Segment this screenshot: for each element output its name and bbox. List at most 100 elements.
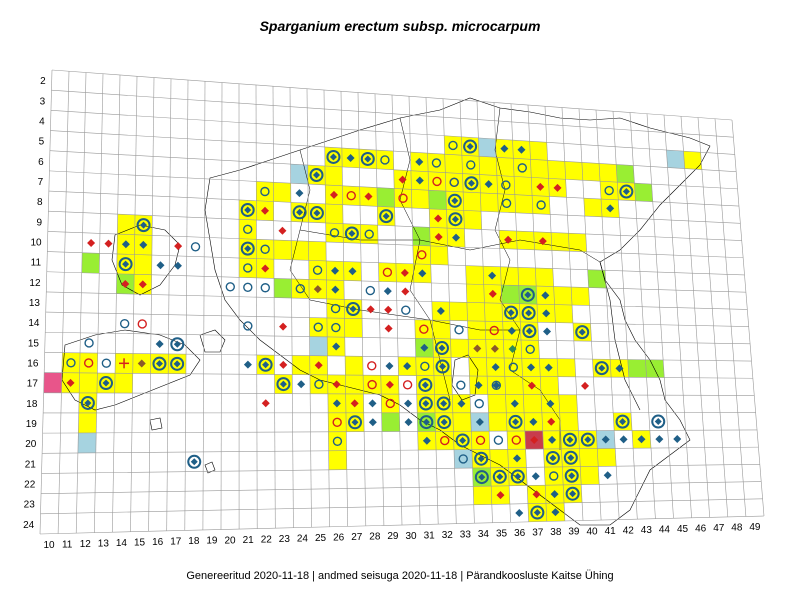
- target-marker: [99, 376, 114, 391]
- grid-cell-31-7: [411, 189, 430, 209]
- target-marker: [348, 415, 363, 430]
- diamond-red-marker: [496, 491, 505, 500]
- grid-cell-32-14: [432, 320, 451, 339]
- diamond-blue-marker: [418, 269, 427, 278]
- grid-cell-28-9: [360, 224, 379, 244]
- column-label: 10: [43, 540, 55, 551]
- target-marker: [346, 302, 361, 316]
- grid-hline: [39, 515, 765, 535]
- grid-cell-27-17: [345, 375, 364, 394]
- diamond-red-marker: [329, 190, 338, 199]
- grid-cell-31-14: [414, 319, 433, 339]
- grid-vline: [39, 69, 53, 535]
- grid-cell-35-21: [489, 449, 509, 468]
- grid-vline: [289, 87, 294, 528]
- grid-cell-35-4: [478, 137, 497, 158]
- column-label: 39: [568, 527, 580, 538]
- grid-cell-35-19: [488, 412, 507, 432]
- grid-cell-25-15: [309, 336, 328, 356]
- circle-blue-marker: [431, 158, 442, 168]
- diamond-red-marker: [278, 226, 287, 235]
- diamond-blue-marker: [551, 508, 560, 517]
- target-marker: [240, 202, 255, 217]
- column-label: 42: [623, 525, 635, 536]
- row-label: 15: [28, 338, 40, 349]
- target-marker: [447, 193, 462, 208]
- grid-cell-29-19: [381, 412, 400, 432]
- grid-cell-47-4: [683, 151, 702, 170]
- circle-blue-marker: [331, 322, 341, 333]
- grid-hline: [43, 392, 755, 396]
- grid-vline: [323, 89, 330, 527]
- grid-cell-24-10: [291, 240, 309, 261]
- diamond-blue-marker: [383, 287, 392, 296]
- grid-cell-12-17: [79, 372, 98, 393]
- column-label: 37: [532, 528, 544, 539]
- diamond-red-marker: [384, 324, 393, 333]
- diamond-blue-marker: [529, 417, 538, 426]
- grid-vline: [340, 91, 348, 527]
- column-label: 28: [369, 532, 381, 543]
- row-label: 23: [24, 500, 36, 511]
- circle-blue-marker: [243, 224, 253, 235]
- map-title: Sparganium erectum subsp. microcarpum: [259, 18, 541, 34]
- diamond-blue-marker: [491, 363, 500, 372]
- grid-cell-25-14: [309, 317, 328, 337]
- grid-cell-32-6: [428, 171, 446, 192]
- grid-cell-40-12: [571, 287, 590, 306]
- target-marker: [522, 324, 537, 339]
- circle-blue-marker: [401, 305, 411, 315]
- column-label: 47: [713, 523, 725, 534]
- target-marker: [170, 337, 185, 352]
- circle-red-marker: [83, 358, 94, 368]
- target-marker: [418, 396, 433, 411]
- diamond-blue-marker: [673, 435, 682, 444]
- row-label: 4: [39, 116, 45, 127]
- diamond-red-marker: [581, 381, 590, 390]
- grid-cell-36-5: [496, 157, 515, 177]
- grid-cell-41-21: [597, 448, 617, 467]
- grid-cell-46-4: [666, 150, 685, 169]
- diamond-blue-marker: [510, 399, 519, 408]
- circle-blue-marker: [313, 322, 323, 332]
- diamond-blue-marker: [155, 339, 164, 348]
- grid-cell-34-20: [471, 431, 490, 450]
- grid-vline: [731, 119, 765, 517]
- grid-cell-38-7: [532, 195, 551, 215]
- diamond-brown-marker: [313, 285, 322, 294]
- diamond-blue-marker: [332, 399, 341, 408]
- grid-cell-32-20: [435, 431, 454, 450]
- column-label: 35: [496, 529, 508, 540]
- row-label: 12: [29, 278, 41, 289]
- grid-cell-24-16: [292, 355, 310, 375]
- grid-cell-25-17: [309, 374, 328, 394]
- grid-vline: [493, 102, 511, 523]
- diamond-blue-marker: [531, 472, 540, 481]
- grid-vline: [272, 86, 276, 529]
- target-marker: [510, 469, 525, 484]
- grid-cell-39-9: [551, 232, 570, 252]
- diamond-red-marker: [527, 381, 536, 390]
- grid-vline: [476, 101, 493, 523]
- grid-cell-38-4: [529, 141, 548, 161]
- grid-cell-33-15: [450, 338, 469, 358]
- grid-cell-29-7: [376, 187, 395, 208]
- grid-cell-42-5: [599, 163, 618, 183]
- circle-blue-marker: [260, 244, 270, 254]
- column-label: 33: [460, 529, 472, 540]
- grid-cell-40-9: [568, 233, 587, 252]
- grid-cell-37-6: [514, 176, 533, 196]
- grid-cell-15-11: [134, 254, 152, 275]
- grid-cell-25-11: [308, 260, 327, 280]
- grid-vline: [663, 114, 692, 518]
- grid-cell-36-20: [506, 430, 526, 450]
- abruka-island: [149, 417, 163, 431]
- diamond-blue-marker: [517, 145, 526, 154]
- target-marker: [464, 176, 479, 191]
- grid-cell-30-7: [394, 188, 412, 208]
- column-labels: 10 11 12 13 14 15 16 17 18 19 20 21 22 23 24 25 26 27 28 29…: [43, 522, 760, 551]
- diamond-red-marker: [261, 399, 270, 408]
- grid-hline: [47, 231, 744, 259]
- grid-cell-40-22: [580, 466, 600, 485]
- diamond-blue-marker: [546, 399, 555, 408]
